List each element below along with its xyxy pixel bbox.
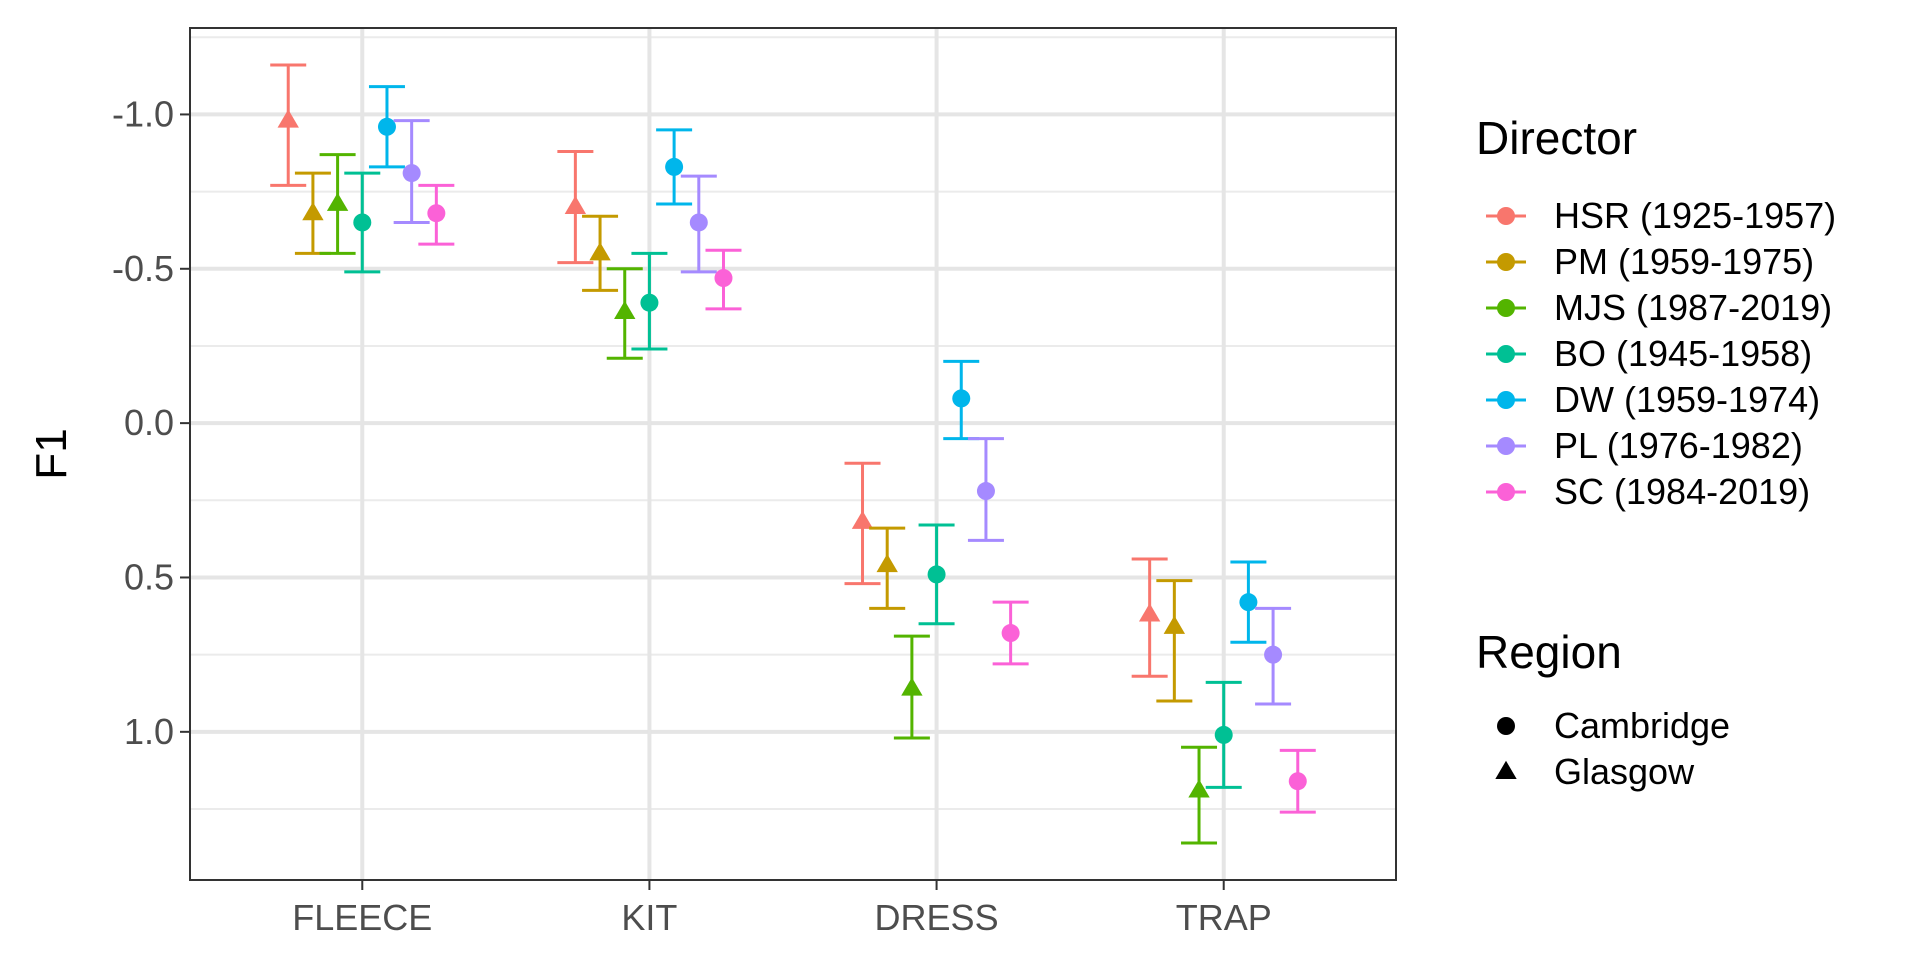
region-legend: Region Cambridge Glasgow — [1476, 626, 1730, 792]
director-legend-label: PM (1959-1975) — [1554, 241, 1814, 282]
legend-key-point — [1497, 483, 1515, 501]
director-legend-item: HSR (1925-1957) — [1486, 195, 1836, 236]
director-legend-label: MJS (1987-2019) — [1554, 287, 1832, 328]
data-point — [1264, 645, 1283, 664]
director-legend-item: DW (1959-1974) — [1486, 379, 1820, 420]
data-point — [1163, 615, 1186, 634]
data-point — [640, 293, 659, 312]
x-axis: FLEECE KIT DRESS TRAP — [292, 880, 1272, 938]
legend-key-point — [1497, 253, 1515, 271]
data-point — [614, 300, 636, 319]
x-tick-label: KIT — [621, 897, 677, 938]
plot-border — [189, 27, 1397, 881]
legend-key-point — [1497, 207, 1515, 225]
x-tick-label: FLEECE — [292, 897, 432, 938]
y-tick-label: -0.5 — [112, 248, 174, 289]
data-point — [564, 195, 587, 215]
director-legend-label: SC (1984-2019) — [1554, 471, 1810, 512]
data-point — [1288, 772, 1307, 791]
region-legend-item: Glasgow — [1495, 751, 1695, 792]
region-legend-item: Cambridge — [1497, 705, 1730, 746]
director-legend-item: MJS (1987-2019) — [1486, 287, 1832, 328]
legend-key-point — [1497, 391, 1515, 409]
y-tick-label: 0.5 — [124, 556, 174, 597]
legend-key-shape — [1495, 760, 1517, 779]
director-legend: Director HSR (1925-1957) PM (1959-1975) MJ… — [1476, 112, 1836, 512]
y-tick-label: -1.0 — [112, 93, 174, 134]
data-point — [377, 117, 396, 136]
director-legend-label: BO (1945-1958) — [1554, 333, 1812, 374]
legend-key-point — [1497, 345, 1515, 363]
grid-major — [190, 28, 1396, 880]
region-legend-title: Region — [1476, 626, 1622, 678]
data-point — [1188, 779, 1210, 798]
data-point — [976, 482, 995, 501]
data-point — [402, 164, 421, 183]
data-point — [927, 565, 946, 584]
plot-area — [189, 27, 1397, 881]
data-point — [277, 109, 299, 128]
director-legend-item: SC (1984-2019) — [1486, 471, 1810, 512]
grid-minor — [190, 36, 1396, 810]
data-point — [689, 213, 708, 232]
x-tick-label: TRAP — [1176, 897, 1272, 938]
data-point — [952, 389, 971, 408]
director-legend-label: DW (1959-1974) — [1554, 379, 1820, 420]
legend-key-shape — [1497, 717, 1515, 735]
data-point — [851, 510, 874, 529]
director-legend-label: PL (1976-1982) — [1554, 425, 1803, 466]
director-legend-label: HSR (1925-1957) — [1554, 195, 1836, 236]
y-tick-label: 1.0 — [124, 711, 174, 752]
legend-key-point — [1497, 437, 1515, 455]
data-point — [1138, 603, 1161, 622]
director-legend-item: BO (1945-1958) — [1486, 333, 1812, 374]
director-legend-title: Director — [1476, 112, 1637, 164]
x-tick-label: DRESS — [875, 897, 999, 938]
data-point — [589, 242, 611, 261]
data-point — [1001, 624, 1020, 643]
legend-key-point — [1497, 299, 1515, 317]
data-point — [876, 553, 898, 573]
data-point — [302, 201, 324, 221]
data-point — [665, 157, 684, 176]
data-point — [1214, 725, 1233, 744]
data-point — [901, 677, 923, 696]
data-marks — [270, 63, 1316, 845]
director-legend-item: PL (1976-1982) — [1486, 425, 1803, 466]
data-point — [353, 213, 372, 232]
region-legend-label: Glasgow — [1554, 751, 1695, 792]
plot-panel — [190, 28, 1396, 880]
director-legend-item: PM (1959-1975) — [1486, 241, 1814, 282]
y-axis: -1.0 -0.5 0.0 0.5 1.0 — [112, 93, 190, 752]
data-point — [427, 204, 446, 223]
data-point — [326, 192, 349, 211]
y-tick-label: 0.0 — [124, 402, 174, 443]
region-legend-label: Cambridge — [1554, 705, 1730, 746]
y-axis-title: F1 — [27, 428, 76, 479]
data-point — [1239, 593, 1258, 612]
data-point — [714, 269, 733, 288]
